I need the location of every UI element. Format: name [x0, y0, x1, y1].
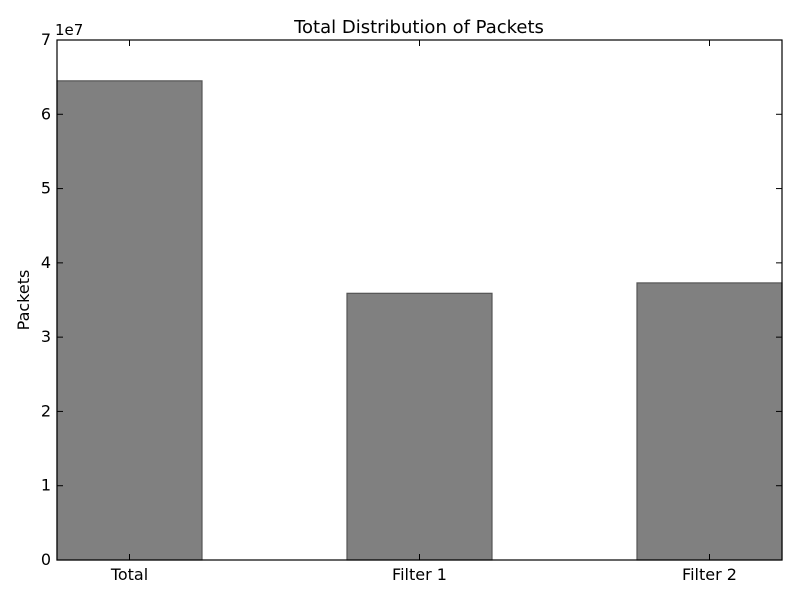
x-tick-label: Total [110, 565, 148, 584]
y-axis-label: Packets [14, 270, 33, 331]
ticks-group: Total Filter 1 Filter 2 0 1 2 3 4 5 6 7 [41, 30, 782, 584]
bar-total [56, 80, 203, 561]
y-tick-label: 1 [41, 476, 51, 495]
bar-filter-2 [636, 282, 783, 561]
bar-filter-1 [346, 292, 493, 561]
x-tick-label: Filter 1 [392, 565, 447, 584]
y-tick-label: 7 [41, 30, 51, 49]
y-tick-label: 2 [41, 401, 51, 420]
y-scale-label: 1e7 [55, 21, 83, 39]
bars-group [56, 80, 783, 561]
chart-title: Total Distribution of Packets [293, 17, 544, 38]
y-tick-label: 6 [41, 104, 51, 123]
x-tick-label: Filter 2 [682, 565, 737, 584]
y-tick-label: 4 [41, 253, 51, 272]
y-tick-label: 5 [41, 179, 51, 198]
y-tick-label: 3 [41, 327, 51, 346]
plot-frame [56, 39, 783, 561]
y-tick-label: 0 [41, 550, 51, 569]
